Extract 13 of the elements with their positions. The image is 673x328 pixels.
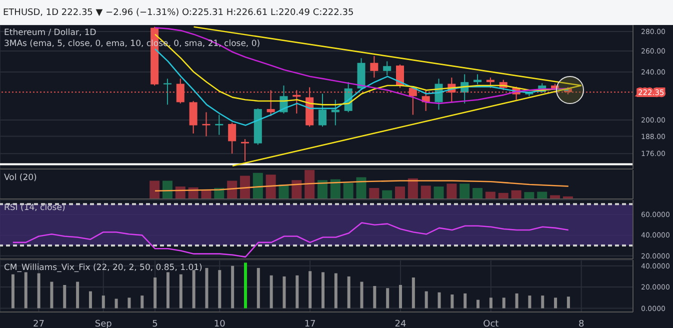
x-tick-label: Sep (94, 319, 112, 328)
x-tick-label: 8 (578, 319, 584, 328)
text: ETHUSD, 1D 222.35 ▼ −2.96 (−1.31%) O:225.31 H:226.61 L:220.49 C:222.35 (3, 8, 354, 18)
chart-title: RSI (14, close) (4, 203, 66, 214)
chart-title: CM_Williams_Vix_Fix (22, 20, 2, 50, 0.85, 1.01) (4, 263, 202, 274)
x-tick-label: 27 (33, 319, 44, 328)
x-tick-label: 5 (152, 319, 158, 328)
x-tick-label: Oct (483, 319, 500, 328)
chart-title: Vol (20) (4, 173, 37, 184)
chart-title: Ethereum / Dollar, 1D (4, 28, 98, 39)
x-tick-label: 17 (304, 319, 316, 328)
x-tick-label: 10 (214, 319, 226, 328)
x-tick-label: 24 (394, 319, 406, 328)
